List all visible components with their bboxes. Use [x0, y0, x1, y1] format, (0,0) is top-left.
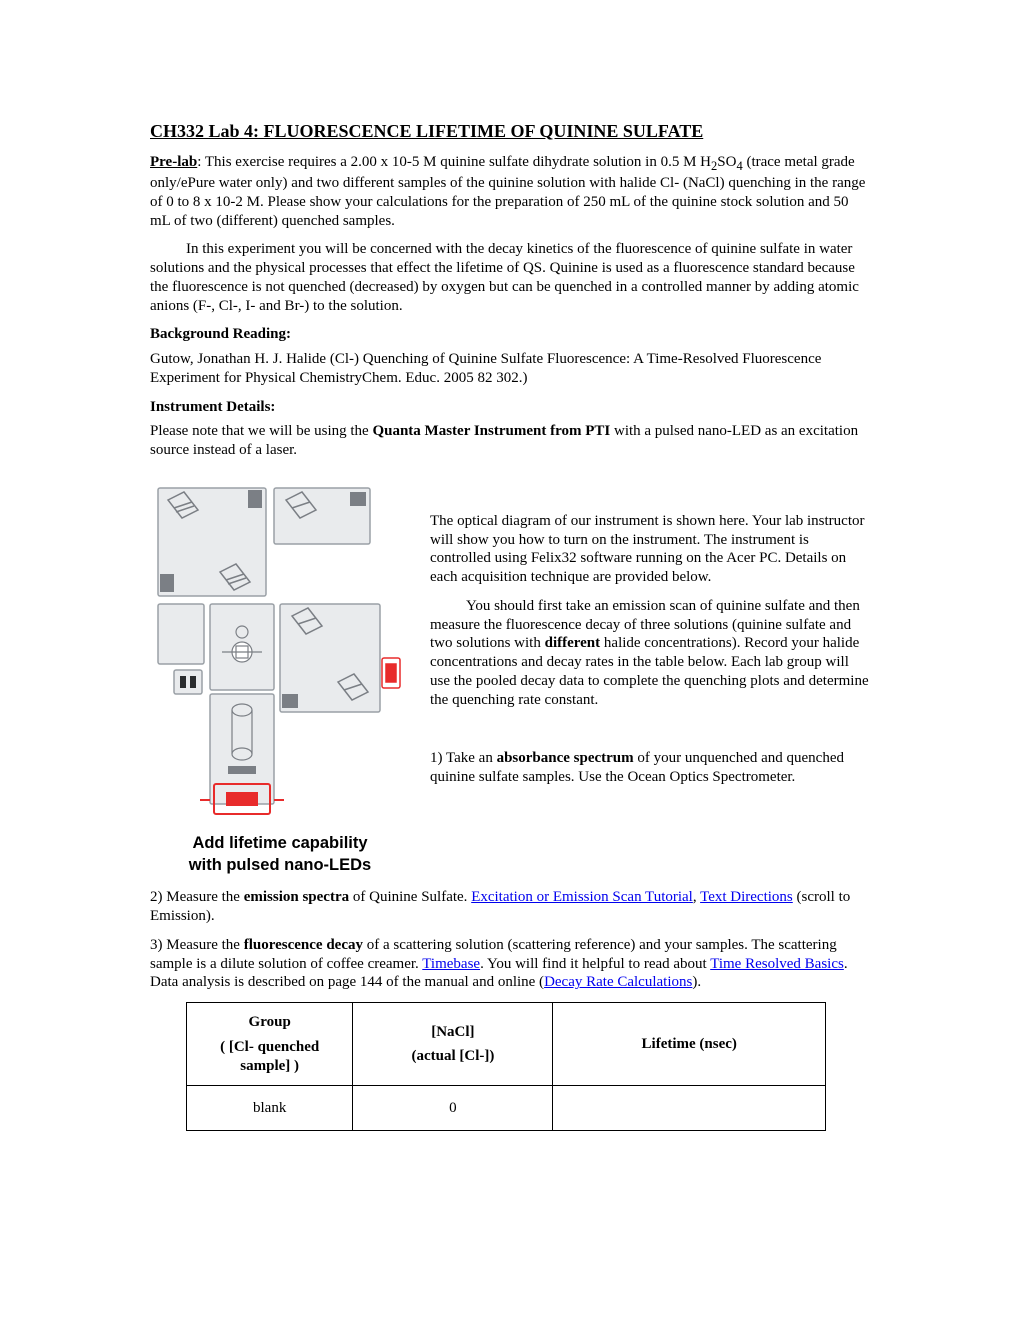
p2-bold: different — [545, 635, 601, 651]
link-timebase[interactable]: Timebase — [422, 956, 480, 972]
col-group: Group ( [Cl- quenched sample] ) — [187, 1003, 353, 1086]
optical-p2: You should first take an emission scan o… — [430, 597, 870, 710]
s2-b: of Quinine Sulfate. — [349, 889, 471, 905]
table-header-row: Group ( [Cl- quenched sample] ) [NaCl] (… — [187, 1003, 826, 1086]
r1c3 — [553, 1086, 826, 1131]
prelab-label: Pre-lab — [150, 154, 197, 170]
r1c1: blank — [187, 1086, 353, 1131]
s3-c: . You will find it helpful to read about — [480, 956, 710, 972]
lifetime-table: Group ( [Cl- quenched sample] ) [NaCl] (… — [186, 1002, 826, 1131]
prelab-paragraph: Pre-lab: This exercise requires a 2.00 x… — [150, 153, 870, 231]
p3-bold: absorbance spectrum — [497, 750, 634, 766]
s2-a: 2) Measure the — [150, 889, 244, 905]
s3-a: 3) Measure the — [150, 937, 244, 953]
instrument-heading: Instrument Details: — [150, 398, 870, 417]
link-time-resolved[interactable]: Time Resolved Basics — [710, 956, 844, 972]
h1b: ( [Cl- quenched sample] ) — [195, 1038, 344, 1076]
instrument-text-a: Please note that we will be using the — [150, 423, 372, 439]
figure-column: Add lifetime capability with pulsed nano… — [150, 482, 410, 877]
figure-caption: Add lifetime capability with pulsed nano… — [150, 832, 410, 877]
r1c2: 0 — [353, 1086, 553, 1131]
background-heading: Background Reading: — [150, 325, 870, 344]
s3-e: ). — [692, 974, 701, 990]
background-citation: Gutow, Jonathan H. J. Halide (Cl-) Quenc… — [150, 350, 870, 388]
h1a: Group — [249, 1014, 291, 1030]
prelab-text-a: : This exercise requires a 2.00 x 10-5 M… — [197, 154, 711, 170]
step-3: 3) Measure the fluorescence decay of a s… — [150, 936, 870, 992]
page-title: CH332 Lab 4: FLUORESCENCE LIFETIME OF QU… — [150, 120, 870, 143]
h2b: (actual [Cl-]) — [361, 1047, 544, 1066]
instrument-paragraph: Please note that we will be using the Qu… — [150, 422, 870, 460]
table-row: blank 0 — [187, 1086, 826, 1131]
s3-bold: fluorescence decay — [244, 937, 363, 953]
step-2: 2) Measure the emission spectra of Quini… — [150, 888, 870, 926]
link-text-directions[interactable]: Text Directions — [700, 889, 793, 905]
link-excitation-tutorial[interactable]: Excitation or Emission Scan Tutorial — [471, 889, 693, 905]
instrument-bold: Quanta Master Instrument from PTI — [372, 423, 610, 439]
caption-line2: with pulsed nano-LEDs — [189, 856, 371, 874]
link-decay-rate[interactable]: Decay Rate Calculations — [544, 974, 692, 990]
h3: Lifetime (nsec) — [642, 1036, 737, 1052]
p3-a: 1) Take an — [430, 750, 497, 766]
optical-p1: The optical diagram of our instrument is… — [430, 512, 870, 587]
h2a: [NaCl] — [431, 1024, 474, 1040]
s2-c: , — [693, 889, 700, 905]
caption-line1: Add lifetime capability — [192, 834, 367, 852]
step-1: 1) Take an absorbance spectrum of your u… — [430, 749, 870, 787]
col-lifetime: Lifetime (nsec) — [553, 1003, 826, 1086]
s2-bold: emission spectra — [244, 889, 349, 905]
prelab-text-b: SO — [717, 154, 736, 170]
col-nacl: [NaCl] (actual [Cl-]) — [353, 1003, 553, 1086]
optical-diagram — [150, 482, 410, 822]
intro-paragraph: In this experiment you will be concerned… — [150, 240, 870, 315]
right-text-column: The optical diagram of our instrument is… — [430, 482, 870, 877]
